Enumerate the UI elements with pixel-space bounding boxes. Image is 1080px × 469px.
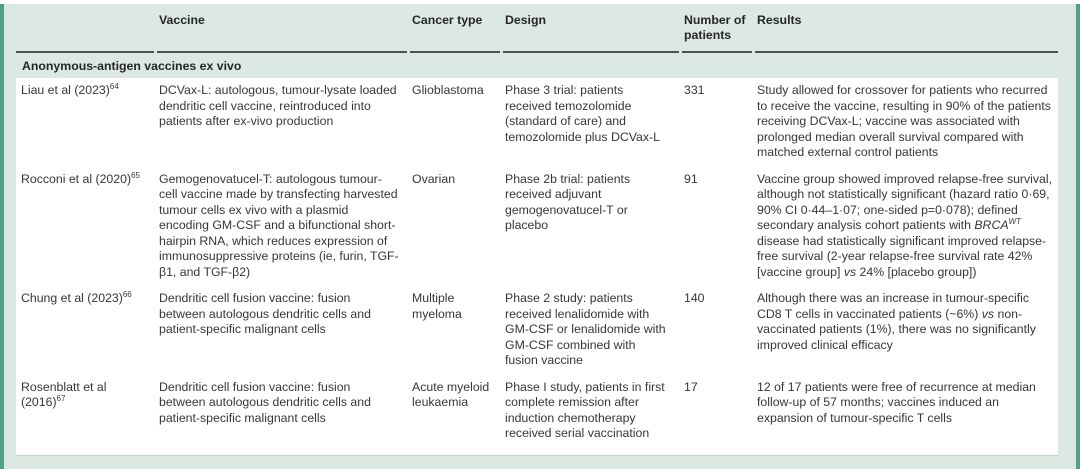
section-title: Anonymous-antigen vaccines ex vivo <box>22 59 242 73</box>
col-header-vaccine: Vaccine <box>157 4 407 53</box>
table-header-row: Vaccine Cancer type Design Number of pat… <box>16 4 1058 53</box>
patients-count-cell: 331 <box>684 83 705 97</box>
study-citation: Liau et al (2023)64 <box>21 81 119 97</box>
results-cell: Vaccine group showed improved relapse-fr… <box>757 171 1053 279</box>
table-row: Chung et al (2023)66 Dendritic cell fusi… <box>16 286 1058 375</box>
col-header-cancer-type: Cancer type <box>410 4 500 53</box>
design-cell: Phase 2 study: patients received lenalid… <box>505 291 666 367</box>
vaccine-cell: Dendritic cell fusion vaccine: fusion be… <box>159 379 371 425</box>
results-cell: Study allowed for crossover for patients… <box>757 83 1051 159</box>
col-header-design: Design <box>503 4 679 53</box>
study-citation: Chung et al (2023)66 <box>21 289 132 305</box>
cancer-type-cell: Ovarian <box>412 171 456 186</box>
vaccine-cell: DCVax-L: autologous, tumour-lysate loade… <box>159 83 397 128</box>
vaccine-cell: Dendritic cell fusion vaccine: fusion be… <box>159 291 371 336</box>
cancer-type-cell: Acute myeloid leukaemia <box>412 379 490 410</box>
design-cell: Phase 3 trial: patients received temozol… <box>505 83 660 144</box>
patients-count-cell: 17 <box>684 379 698 394</box>
col-header-number-of-patients: Number of patients <box>682 4 752 53</box>
vaccine-cell: Gemogenovatucel-T: autologous tumour-cel… <box>159 171 399 279</box>
study-citation: Rocconi et al (2020)65 <box>21 170 140 186</box>
patients-count-cell: 91 <box>684 171 698 186</box>
col-header-study <box>16 4 154 53</box>
study-citation: Rosenblatt et al (2016)67 <box>21 379 107 410</box>
design-cell: Phase I study, patients in first complet… <box>505 379 665 441</box>
results-cell: 12 of 17 patients were free of recurrenc… <box>757 379 1036 425</box>
design-cell: Phase 2b trial: patients received adjuva… <box>505 171 631 233</box>
patients-count-cell: 140 <box>684 291 705 305</box>
table-body: Liau et al (2023)64 DCVax-L: autologous,… <box>16 78 1058 456</box>
results-cell: Although there was an increase in tumour… <box>757 291 1036 352</box>
col-header-results: Results <box>755 4 1058 53</box>
section-header: Anonymous-antigen vaccines ex vivo <box>4 53 1076 78</box>
cancer-type-cell: Glioblastoma <box>412 83 484 97</box>
table-row: Liau et al (2023)64 DCVax-L: autologous,… <box>16 78 1058 167</box>
table-row: Rosenblatt et al (2016)67 Dendritic cell… <box>16 375 1058 448</box>
clinical-vaccine-trials-table: Vaccine Cancer type Design Number of pat… <box>0 4 1080 469</box>
cancer-type-cell: Multiple myeloma <box>412 291 462 321</box>
table-row: Rocconi et al (2020)65 Gemogenovatucel-T… <box>16 167 1058 287</box>
